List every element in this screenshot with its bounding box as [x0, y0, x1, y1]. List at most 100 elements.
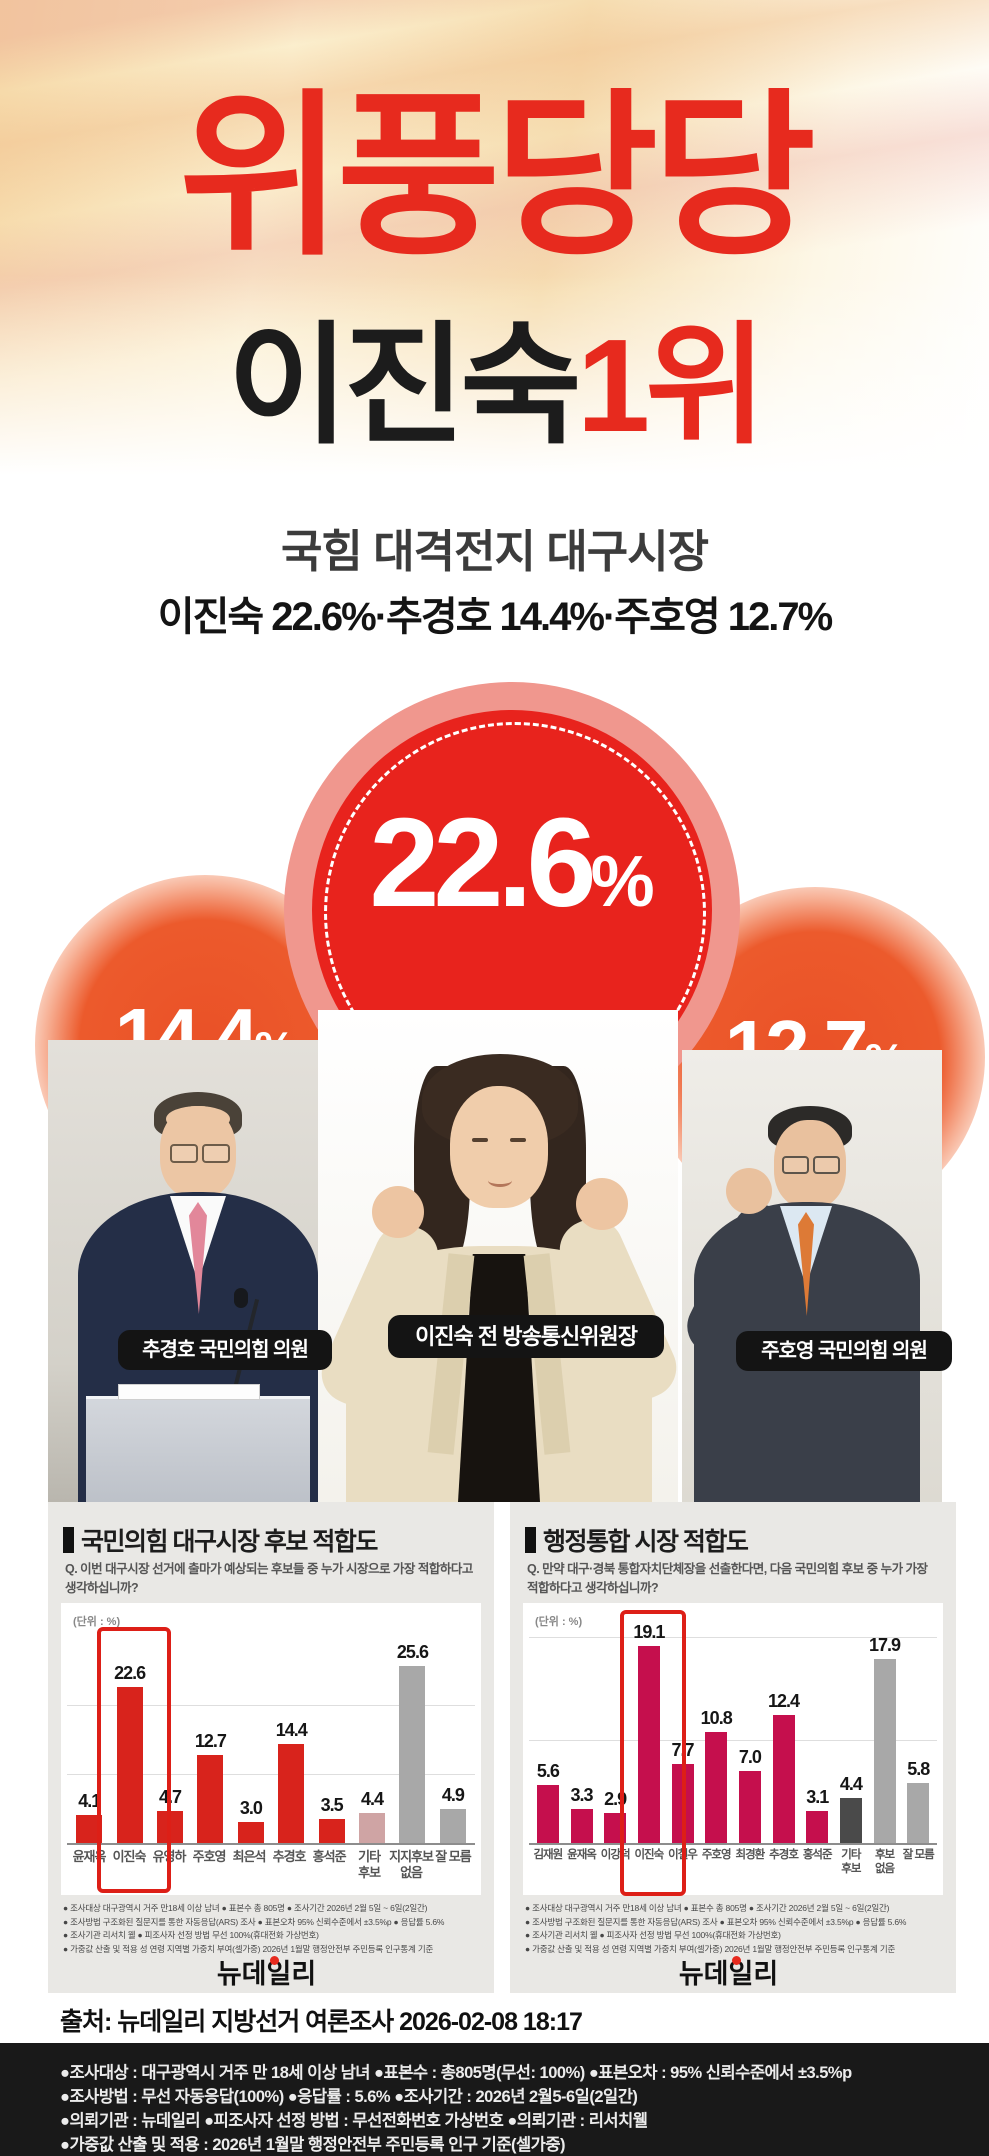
hero-title: 위풍당당 [178, 77, 816, 276]
x-axis [67, 1843, 475, 1845]
bar [839, 1797, 862, 1843]
source-text: 출처: 뉴데일리 지방선거 여론조사 2026-02-08 18:17 [60, 2008, 583, 2036]
highlight-box [96, 1627, 171, 1893]
photo-right-face [774, 1120, 846, 1208]
footer-line: ●조사방법 : 무선 자동응답(100%) ●응답률 : 5.6% ●조사기간 … [60, 2088, 638, 2106]
bar-value-label: 19.1 [633, 1622, 665, 1643]
bar-value-label: 4.9 [441, 1785, 465, 1806]
newdaily-logo: 뉴데일리 [510, 1952, 956, 1991]
methodology-footer: ●조사대상 : 대구광역시 거주 만 18세 이상 남녀 ●표본수 : 총805… [0, 2043, 989, 2156]
bar-value-label: 4.1 [78, 1790, 101, 1811]
category-label: 기타 후보 [358, 1849, 381, 1880]
photo-choo-kyungho [48, 1040, 343, 1512]
footnote-line: ● 조사기관 리서치 웰 ● 피조사자 선정 방법 무선 100%(휴대전화 가… [525, 1930, 781, 1941]
bar [705, 1731, 728, 1843]
photo-center-inner-top [458, 1254, 540, 1502]
hero-headline: 이진숙1위 [0, 320, 989, 452]
bar-value-label: 5.8 [907, 1759, 930, 1780]
chart-panel-admin-integration: 행정통합 시장 적합도 Q. 만약 대구·경북 통합자치단체장을 선출한다면, … [510, 1502, 956, 1993]
logo-red-dot-icon [732, 1956, 742, 1965]
bar-slot: 22.6 [109, 1663, 149, 1843]
bar [536, 1785, 559, 1843]
category-label: 김재원 [533, 1849, 563, 1861]
bar-slot: 25.6 [392, 1642, 432, 1843]
bar [197, 1755, 224, 1843]
bar [399, 1666, 426, 1843]
panel-footnotes: ● 조사대상 대구광역시 거주 만18세 이상 남녀 ● 표본수 총 805명 … [63, 1902, 483, 1956]
bar-slot: 5.8 [901, 1759, 935, 1843]
unit-label: (단위 : %) [73, 1616, 121, 1628]
bar-value-label: 14.4 [275, 1719, 308, 1740]
category-label: 홍석준 [802, 1849, 833, 1861]
title-marker-icon [63, 1527, 74, 1553]
category-label: 최은석 [232, 1849, 267, 1864]
bar-slot: 19.1 [632, 1622, 666, 1843]
footnote-line: ● 가중값 산출 및 적용 성 연령 지역별 가중치 부여(셀가중) 2026년… [525, 1943, 896, 1954]
bar-slot: 4.9 [433, 1785, 473, 1843]
bars: 5.6 3.3 2.9 19.1 7.7 10.8 7.0 12.4 3.1 4.4 17.9 5.8 [531, 1603, 935, 1843]
photo-left-papers [118, 1384, 260, 1400]
chart-question: Q. 만약 대구·경북 통합자치단체장을 선출한다면, 다음 국민의힘 후보 중… [527, 1562, 928, 1595]
hero-stat-line: 이진숙 22.6%·추경호 14.4%·주호영 12.7% [157, 595, 833, 639]
highlight-box [619, 1610, 686, 1896]
bar [237, 1822, 264, 1843]
category-label: 후보 없음 [874, 1849, 895, 1875]
category-label: 이진숙 [634, 1849, 664, 1861]
bar-slot: 5.6 [531, 1761, 565, 1843]
gridline [67, 1774, 475, 1775]
hero-headline-name: 이진숙 [227, 312, 581, 459]
gridline [529, 1637, 937, 1638]
bar-value-label: 3.5 [320, 1794, 344, 1815]
bar-value-label: 25.6 [396, 1642, 429, 1663]
photo-center-fist [372, 1186, 424, 1238]
gridline [67, 1705, 475, 1706]
chart-title: 행정통합 시장 적합도 [525, 1522, 749, 1558]
bar-value-label: 17.9 [869, 1634, 901, 1655]
category-label: 주호영 [701, 1849, 732, 1861]
name-label-lee-jinsook: 이진숙 전 방송통신위원장 [388, 1315, 664, 1358]
bar-value-label: 12.4 [768, 1691, 800, 1712]
panel-footnotes: ● 조사대상 대구광역시 거주 만18세 이상 남녀 ● 표본수 총 805명 … [525, 1902, 945, 1956]
name-label-joo-hoyoung: 주호영 국민의힘 의원 [736, 1331, 952, 1371]
bar [907, 1783, 930, 1843]
bar [318, 1818, 345, 1843]
category-label: 이진숙 [112, 1849, 147, 1864]
bar-slot: 4.4 [834, 1774, 868, 1843]
bar-value-label: 22.6 [114, 1663, 146, 1684]
category-label: 주호영 [192, 1849, 227, 1864]
bar-slot: 14.4 [271, 1720, 311, 1843]
bar-slot: 10.8 [699, 1708, 733, 1843]
category-label: 지지후보 없음 [389, 1849, 434, 1880]
category-label: 잘 모름 [435, 1849, 472, 1864]
photo-right-glasses [782, 1156, 809, 1174]
category-label: 기타 후보 [841, 1849, 861, 1875]
bar [439, 1809, 466, 1843]
hero-headline-rank: 1위 [576, 312, 767, 459]
photo-right-glasses [813, 1156, 840, 1174]
photo-center-smile [488, 1174, 512, 1187]
photo-center-fist [576, 1178, 628, 1230]
bar-value-label: 3.1 [806, 1787, 829, 1808]
footnote-line: ● 가중값 산출 및 적용 성 연령 지역별 가중치 부여(셀가중) 2026년… [63, 1943, 434, 1954]
gridline [529, 1740, 937, 1741]
category-labels: 김재원 윤재옥 이강덕 이진숙 이철우 주호영 최경환 추경호 홍석준 기타 후보 후보 없음 잘 모… [531, 1849, 935, 1877]
hero-tagline: 국힘 대격전지 대구시장 [280, 526, 709, 577]
category-label: 최경환 [735, 1849, 765, 1861]
bar-slot: 3.0 [231, 1798, 271, 1843]
footer-line: ●가중값 산출 및 적용 : 2026년 1월말 행정안전부 주민등록 인구 기… [60, 2136, 566, 2154]
bar-value-label: 7.0 [738, 1746, 762, 1767]
footnote-line: ● 조사대상 대구광역시 거주 만18세 이상 남녀 ● 표본수 총 805명 … [63, 1903, 428, 1913]
bar [570, 1809, 593, 1843]
bar-value-label: 12.7 [194, 1731, 227, 1752]
chart-panel-daegu-mayor: 국민의힘 대구시장 후보 적합도 Q. 이번 대구시장 선거에 출마가 예상되는… [48, 1502, 494, 1993]
footnote-line: ● 조사방법 구조화된 질문지를 통한 자동응답(ARS) 조사 ● 표본오차 … [63, 1916, 445, 1927]
chart-question: Q. 이번 대구시장 선거에 출마가 예상되는 후보들 중 누가 시장으로 가장… [65, 1562, 473, 1595]
logo-red-dot-icon [270, 1956, 280, 1965]
footer-line: ●의뢰기관 : 뉴데일리 ●피조사자 선정 방법 : 무선전화번호 가상번호 ●… [60, 2112, 648, 2130]
footnote-line: ● 조사기관 리서치 웰 ● 피조사자 선정 방법 무선 100%(휴대전화 가… [63, 1930, 319, 1941]
photo-joo-hoyoung [677, 1050, 942, 1502]
photo-left-mic [234, 1288, 248, 1308]
unit-label: (단위 : %) [535, 1616, 583, 1628]
bar-slot: 12.4 [767, 1691, 801, 1843]
